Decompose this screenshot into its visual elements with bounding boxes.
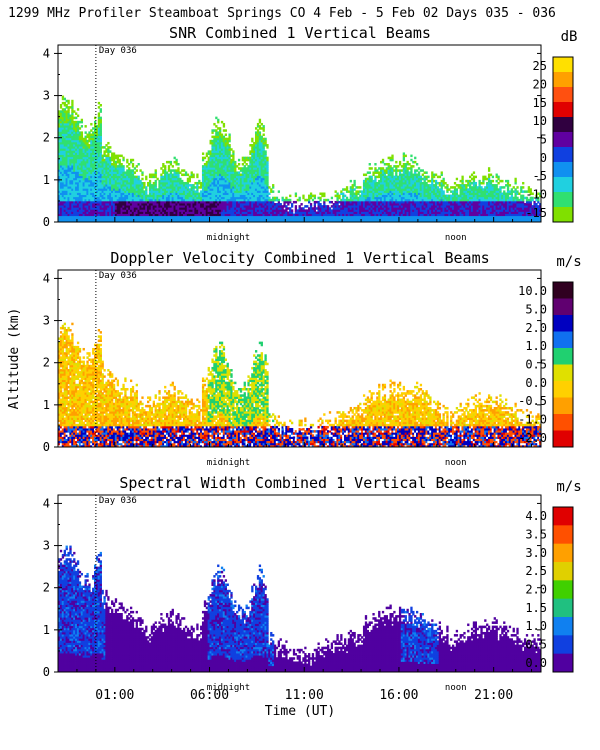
heatmap-cell (225, 129, 227, 132)
heatmap-cell (371, 167, 373, 170)
heatmap-cell (314, 195, 316, 198)
heatmap-cell (100, 117, 102, 120)
heatmap-cell (300, 203, 302, 206)
heatmap-cell (323, 193, 325, 196)
heatmap-cell (410, 155, 412, 158)
heatmap-cell (223, 123, 225, 126)
heatmap-cell (391, 155, 393, 158)
heatmap-cell (177, 163, 179, 166)
heatmap-cell (196, 174, 198, 177)
heatmap-cell (264, 138, 266, 141)
heatmap-cell (132, 159, 134, 162)
heatmap-cell (353, 180, 355, 183)
heatmap-cell (90, 123, 92, 126)
heatmap-cell (350, 180, 352, 183)
heatmap-cell (264, 150, 266, 153)
heatmap-cell (136, 169, 138, 172)
heatmap-cell (177, 167, 179, 170)
heatmap-cell (310, 203, 312, 206)
heatmap-cell (272, 190, 274, 193)
heatmap-cell (170, 161, 172, 164)
heatmap-cell (67, 100, 69, 103)
heatmap-cell (374, 163, 376, 166)
heatmap-cell (81, 131, 83, 134)
heatmap-cell (217, 119, 219, 122)
heatmap-cell (272, 184, 274, 187)
heatmap-cell (399, 161, 401, 164)
heatmap-cell (228, 134, 230, 137)
heatmap-cell (395, 161, 397, 164)
heatmap-cell (238, 163, 240, 166)
heatmap-cell (266, 144, 268, 147)
heatmap-cell (299, 197, 301, 200)
heatmap-cell (71, 100, 73, 103)
heatmap-cell (219, 127, 221, 130)
heatmap-cell (369, 171, 371, 174)
heatmap-cell (369, 163, 371, 166)
heatmap-cell (278, 190, 280, 193)
heatmap-cell (291, 209, 293, 212)
heatmap-cell (141, 178, 143, 181)
heatmap-cell (81, 125, 83, 128)
heatmap-cell (100, 108, 102, 111)
heatmap-cell (302, 195, 304, 198)
heatmap-cell (259, 131, 261, 134)
heatmap-cell (331, 197, 333, 200)
heatmap-cell (232, 150, 234, 153)
heatmap-cell (263, 125, 265, 128)
heatmap-cell (238, 159, 240, 162)
heatmap-cell (225, 134, 227, 137)
heatmap-cell (263, 134, 265, 137)
heatmap-cell (94, 121, 96, 124)
heatmap-cell (109, 146, 111, 149)
heatmap-cell (192, 174, 194, 177)
figure-title: 1299 MHz Profiler Steamboat Springs CO 4… (8, 6, 556, 21)
panel-title: SNR Combined 1 Vertical Beams (169, 24, 431, 42)
heatmap-cell (228, 144, 230, 147)
heatmap-cell (138, 176, 140, 179)
profiler-figure: 1299 MHz Profiler Steamboat Springs CO 4… (0, 0, 600, 750)
heatmap-cell (202, 152, 204, 155)
heatmap-cell (295, 193, 297, 196)
heatmap-cell (145, 176, 147, 179)
heatmap-cell (132, 163, 134, 166)
heatmap-cell (81, 119, 83, 122)
heatmap-cell (289, 195, 291, 198)
heatmap-cells (58, 96, 541, 223)
heatmap-cell (77, 115, 79, 118)
heatmap-cell (251, 138, 253, 141)
heatmap-cell (119, 159, 121, 162)
heatmap-cell (405, 155, 407, 158)
heatmap-cell (77, 108, 79, 111)
heatmap-cell (295, 205, 297, 208)
heatmap-cell (289, 199, 291, 202)
heatmap-cell (138, 163, 140, 166)
heatmap-cell (100, 104, 102, 107)
heatmap-cell (107, 142, 109, 145)
heatmap-cell (126, 159, 128, 162)
heatmap-cell (149, 180, 151, 183)
heatmap-cell (172, 165, 174, 168)
heatmap-cell (259, 119, 261, 122)
heatmap-cell (141, 171, 143, 174)
heatmap-cell (85, 125, 87, 128)
heatmap-cell (122, 157, 124, 160)
heatmap-cell (164, 165, 166, 168)
heatmap-cell (175, 159, 177, 162)
heatmap-cell (266, 157, 268, 160)
heatmap-cell (143, 182, 145, 185)
heatmap-cell (155, 169, 157, 172)
heatmap-cell (359, 186, 361, 189)
heatmap-cell (278, 199, 280, 202)
heatmap-cell (382, 159, 384, 162)
heatmap-cell (346, 186, 348, 189)
heatmap-cell (234, 161, 236, 164)
heatmap-cell (122, 165, 124, 168)
